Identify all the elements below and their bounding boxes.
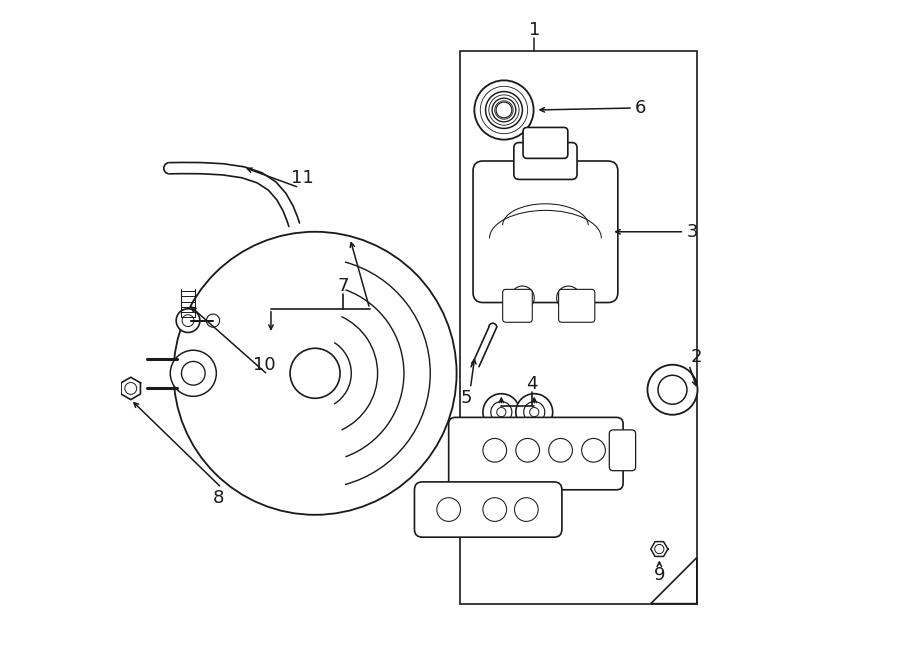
- Text: 11: 11: [291, 169, 313, 187]
- Circle shape: [549, 438, 572, 462]
- Circle shape: [483, 438, 507, 462]
- Text: 8: 8: [212, 489, 224, 508]
- Circle shape: [483, 394, 520, 430]
- Text: 10: 10: [253, 356, 275, 373]
- Circle shape: [647, 365, 698, 414]
- Circle shape: [516, 438, 539, 462]
- Polygon shape: [169, 163, 300, 227]
- Circle shape: [436, 498, 461, 522]
- Text: 7: 7: [338, 277, 349, 295]
- Text: 5: 5: [461, 389, 472, 407]
- Circle shape: [658, 375, 687, 405]
- Circle shape: [483, 498, 507, 522]
- FancyBboxPatch shape: [609, 430, 635, 471]
- Text: 1: 1: [528, 20, 540, 39]
- Circle shape: [515, 498, 538, 522]
- Circle shape: [170, 350, 216, 397]
- Circle shape: [581, 438, 606, 462]
- Text: 2: 2: [691, 348, 703, 366]
- Polygon shape: [651, 558, 697, 603]
- Circle shape: [206, 314, 220, 327]
- Text: 3: 3: [687, 223, 698, 241]
- Circle shape: [176, 309, 200, 332]
- Text: 4: 4: [526, 375, 538, 393]
- FancyBboxPatch shape: [559, 290, 595, 323]
- Circle shape: [556, 286, 581, 310]
- Bar: [460, 51, 697, 603]
- Circle shape: [510, 286, 535, 310]
- FancyBboxPatch shape: [514, 143, 577, 179]
- FancyBboxPatch shape: [473, 161, 617, 303]
- FancyBboxPatch shape: [523, 128, 568, 159]
- Text: 6: 6: [635, 99, 646, 117]
- FancyBboxPatch shape: [503, 290, 532, 323]
- Circle shape: [474, 81, 534, 139]
- FancyBboxPatch shape: [449, 417, 623, 490]
- Text: 9: 9: [653, 566, 665, 584]
- FancyBboxPatch shape: [415, 482, 562, 537]
- Circle shape: [516, 394, 553, 430]
